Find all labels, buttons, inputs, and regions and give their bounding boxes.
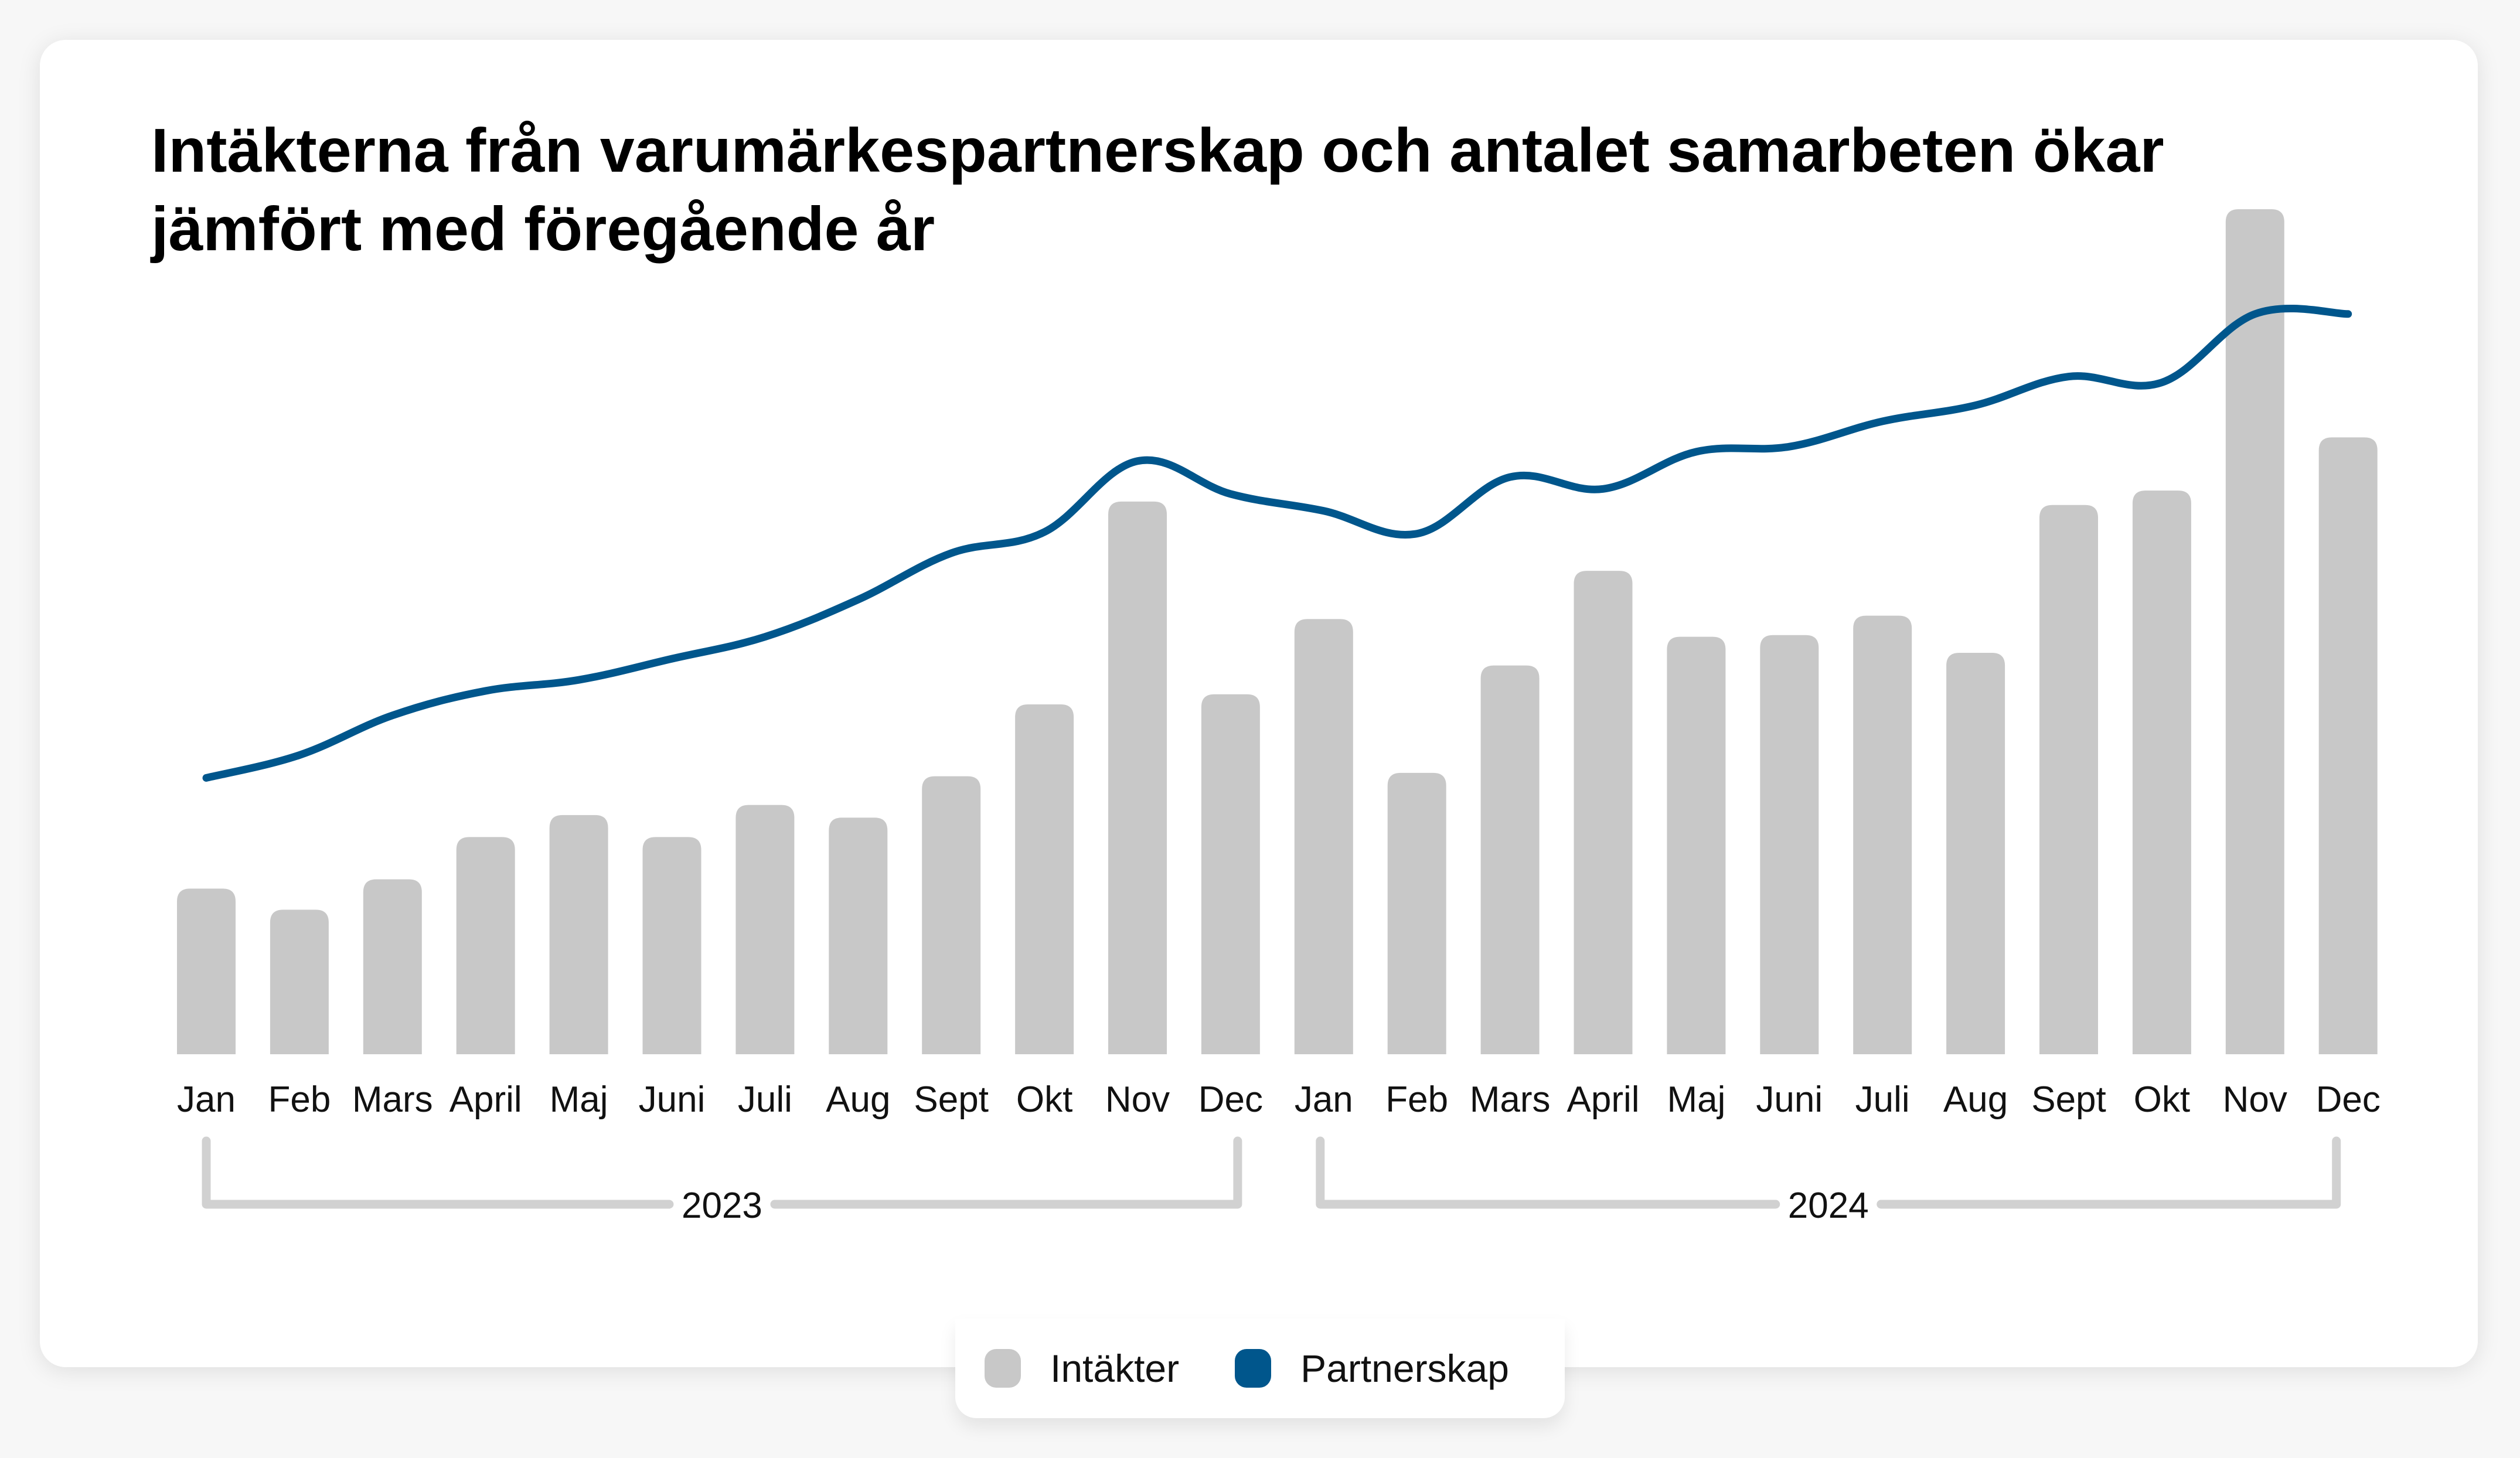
bar-2024-dec xyxy=(2318,437,2378,1054)
x-tick-label: Aug xyxy=(1943,1079,2008,1120)
line-partnerskap xyxy=(202,305,2352,782)
bar-2024-nov xyxy=(2225,209,2284,1054)
legend-swatch-intakter xyxy=(985,1349,1021,1388)
legend-swatch-partnerskap xyxy=(1235,1349,1272,1388)
x-tick-label: Sept xyxy=(2031,1079,2106,1120)
bar-2023-maj xyxy=(549,815,608,1054)
bar-2023-jan xyxy=(177,888,236,1054)
bar-2023-feb xyxy=(270,909,329,1054)
x-tick-label: Nov xyxy=(2223,1079,2287,1120)
bar-2024-aug xyxy=(1946,653,2005,1054)
x-tick-label: Jan xyxy=(1295,1079,1353,1120)
bar-2024-jan xyxy=(1294,619,1353,1054)
x-tick-label: April xyxy=(449,1079,522,1120)
legend-label-intakter: Intäkter xyxy=(1050,1347,1180,1390)
x-tick-label: Mars xyxy=(352,1079,433,1120)
bar-2023-juni xyxy=(642,837,701,1054)
chart-title: Intäkterna från varumärkespartnerskap oc… xyxy=(151,116,2164,264)
bar-2024-maj xyxy=(1667,636,1726,1054)
bar-2023-april xyxy=(456,837,515,1054)
x-tick-label: Feb xyxy=(1385,1079,1448,1120)
bar-2023-mars xyxy=(363,879,422,1054)
bar-2024-april xyxy=(1574,571,1633,1054)
bar-2024-mars xyxy=(1480,665,1540,1054)
line-series-partnerskap xyxy=(202,305,2352,782)
legend-label-partnerskap: Partnerskap xyxy=(1300,1347,1509,1390)
x-tick-label: Nov xyxy=(1105,1079,1170,1120)
x-tick-label: Juli xyxy=(738,1079,792,1120)
year-label-2023: 2023 xyxy=(682,1186,762,1226)
bar-2024-okt xyxy=(2132,490,2191,1054)
bar-2023-dec xyxy=(1201,694,1260,1054)
bar-2023-aug xyxy=(829,817,888,1054)
bracket-2023 xyxy=(202,1136,1242,1209)
x-tick-label: Okt xyxy=(2134,1079,2190,1120)
x-tick-label: April xyxy=(1567,1079,1639,1120)
legend-item-partnerskap: Partnerskap xyxy=(1235,1346,1509,1391)
bar-2023-nov xyxy=(1108,501,1167,1054)
year-label-2024: 2024 xyxy=(1788,1186,1869,1226)
bracket-2024 xyxy=(1316,1136,2341,1209)
bar-series-intakter xyxy=(177,209,2378,1054)
x-tick-label: Mars xyxy=(1470,1079,1551,1120)
x-tick-label: Maj xyxy=(550,1079,608,1120)
bar-2024-sept xyxy=(2039,505,2098,1054)
bar-2024-juli xyxy=(1853,615,1912,1054)
year-brackets: 2023 2024 xyxy=(202,1136,2341,1226)
legend: Intäkter Partnerskap xyxy=(985,1342,1565,1395)
legend-item-intakter: Intäkter xyxy=(985,1346,1179,1391)
x-tick-label: Dec xyxy=(1198,1079,1263,1120)
x-tick-label: Maj xyxy=(1667,1079,1725,1120)
x-tick-label: Juni xyxy=(639,1079,706,1120)
bar-2024-feb xyxy=(1387,772,1446,1054)
x-axis-labels: Jan Feb Mars April Maj Juni Juli Aug Sept Okt Nov D… xyxy=(177,1079,2381,1120)
x-tick-label: Sept xyxy=(914,1079,989,1120)
x-tick-label: Juli xyxy=(1855,1079,1910,1120)
bar-2023-sept xyxy=(922,776,981,1054)
x-tick-label: Okt xyxy=(1016,1079,1072,1120)
x-tick-label: Feb xyxy=(268,1079,331,1120)
x-tick-label: Aug xyxy=(826,1079,890,1120)
bar-2024-juni xyxy=(1760,635,1819,1054)
x-tick-label: Juni xyxy=(1756,1079,1823,1120)
bar-2023-juli xyxy=(735,805,795,1054)
x-tick-label: Dec xyxy=(2316,1079,2381,1120)
x-tick-label: Jan xyxy=(177,1079,236,1120)
bar-2023-okt xyxy=(1015,704,1074,1054)
